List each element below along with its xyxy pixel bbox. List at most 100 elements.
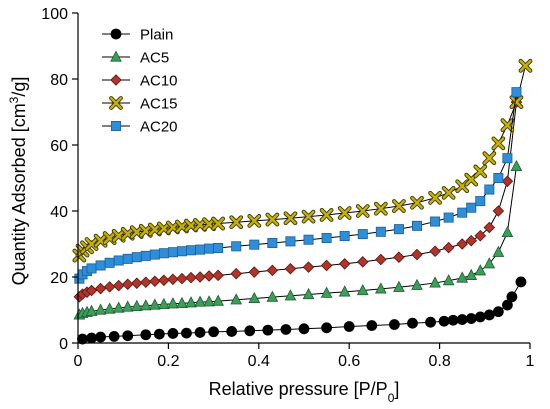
data-point-ac20 [475,196,486,207]
data-point-ac5 [85,304,98,316]
data-point-ac20 [213,242,224,253]
data-point-ac20 [176,246,187,257]
data-point-ac5 [103,302,116,314]
data-point-ac15 [518,58,533,73]
y-axis-title: Quantity Adsorbed [cm3/g] [7,77,29,286]
data-point-ac5 [374,282,387,294]
data-point-plain [483,309,495,321]
data-point-ac15 [491,136,506,151]
legend-label-ac15: AC15 [140,96,178,113]
data-point-ac10 [112,279,125,292]
data-point-plain [388,319,400,330]
legend-label-ac5: AC5 [140,50,169,67]
data-point-ac10 [185,271,197,284]
data-point-ac20 [140,250,151,261]
data-point-plain [447,314,459,326]
data-point-ac10 [94,282,107,295]
data-point-ac5 [483,257,496,269]
data-point-ac10 [248,266,261,278]
data-point-ac15 [500,118,515,133]
data-point-ac20 [457,207,468,218]
data-point-ac5 [203,295,215,307]
data-point-ac10 [375,253,387,266]
data-point-ac10 [356,256,369,268]
data-point-ac5 [266,290,279,302]
data-point-ac5 [442,274,455,286]
data-point-ac10 [176,272,188,285]
data-point-ac20 [249,239,260,250]
data-point-ac15 [410,195,424,210]
data-point-ac5 [167,297,179,309]
data-point-ac10 [501,175,514,188]
data-point-plain [321,322,333,334]
data-point-ac20 [493,172,504,183]
data-point-ac20 [357,229,368,240]
data-point-ac10 [483,221,496,234]
data-point-ac10 [465,234,478,247]
data-point-ac20 [502,153,513,164]
data-point-ac10 [103,281,116,293]
legend-item-ac10: AC10 [102,73,178,90]
data-point-ac5 [284,289,297,301]
legend-marker-ac15 [109,96,123,110]
x-tick-label: 0.4 [248,353,270,370]
data-point-plain [438,315,450,327]
data-point-ac5 [130,299,143,311]
data-point-ac15 [482,151,497,166]
data-point-ac5 [230,293,243,305]
data-point-ac20 [204,243,215,254]
data-point-plain [108,330,120,342]
plot-area [72,58,533,345]
data-point-ac20 [86,263,97,274]
data-point-ac5 [185,296,197,308]
data-point-ac15 [509,95,524,109]
legend-marker-ac20 [111,121,122,132]
data-point-ac10 [194,271,206,283]
data-point-plain [262,324,274,336]
data-point-ac5 [248,291,261,304]
data-point-ac5 [94,303,107,315]
series-ac5 [73,159,523,320]
data-point-plain [501,299,513,311]
data-point-ac20 [339,231,350,242]
data-point-ac20 [430,216,441,227]
data-point-ac20 [443,212,454,223]
data-point-ac15 [392,199,406,213]
data-point-ac20 [113,255,124,266]
data-point-ac20 [95,260,106,271]
data-point-plain [474,311,486,323]
legend-label-plain: Plain [140,27,173,44]
series-line-ac15 [78,65,526,256]
axes: 0 0.2 0.4 0.6 0.8 1 0 20 40 60 80 100 Relative press… [7,6,535,405]
data-point-ac20 [411,220,422,231]
data-point-plain [465,313,477,324]
data-point-ac15 [373,201,388,216]
x-tick-label: 1 [526,353,535,370]
data-point-ac10 [429,245,441,258]
data-point-ac20 [393,224,404,235]
data-point-plain [122,330,134,342]
x-tick-label: 0.6 [338,353,360,370]
data-point-ac15 [301,209,316,224]
data-point-ac5 [320,286,333,298]
data-point-plain [515,276,527,288]
data-point-ac10 [474,229,487,242]
data-point-plain [280,324,292,335]
data-point-ac5 [456,271,469,283]
data-point-ac10 [167,273,179,286]
data-point-plain [86,332,97,344]
data-point-ac10 [203,270,215,282]
data-point-ac10 [158,274,170,287]
data-point-ac5 [302,287,315,300]
data-point-ac20 [484,184,495,195]
data-point-plain [167,328,179,339]
series-ac15 [72,58,533,263]
data-point-plain [95,331,106,343]
data-point-ac10 [411,248,423,261]
data-point-ac5 [139,299,152,311]
legend: Plain AC5 AC10 AC15 AC20 [102,27,178,136]
series-plain [77,276,527,345]
data-point-plain [425,316,436,328]
data-point-ac5 [510,159,523,172]
data-point-ac20 [149,249,160,260]
